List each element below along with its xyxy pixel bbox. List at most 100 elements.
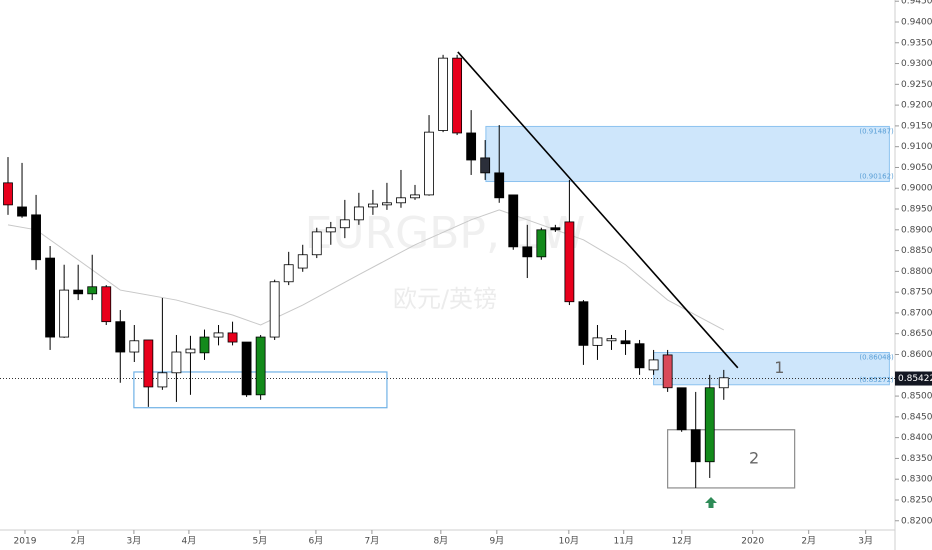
arrow-up [705, 497, 717, 508]
zone [485, 125, 890, 183]
x-tick-label: 8月 [433, 536, 448, 547]
candle-body [31, 214, 41, 261]
x-tick-label: 7月 [365, 536, 380, 547]
candle-body [382, 202, 392, 206]
candle-body [325, 227, 336, 233]
zone [653, 352, 890, 386]
candle-body [592, 337, 603, 346]
candle-body [269, 281, 280, 338]
candle-body [718, 377, 729, 389]
candle-body [704, 387, 715, 463]
x-tick-label: 11月 [613, 536, 633, 547]
last-price-label: 0.85422 [898, 374, 932, 384]
candle-body [255, 336, 266, 396]
candle-body [185, 348, 196, 354]
candle-body [634, 343, 645, 369]
x-tick-label: 3月 [127, 536, 142, 547]
candle-body [339, 219, 350, 229]
x-tick-label: 2月 [801, 536, 816, 547]
candle-body [424, 131, 434, 196]
zone-top-label: (0.86048) [859, 354, 894, 362]
candle-body [648, 359, 659, 371]
candle-body [157, 372, 168, 388]
candle-body [452, 57, 463, 134]
x-tick-label: 2019 [14, 537, 37, 547]
candle-body [17, 206, 27, 217]
candle-body [241, 341, 252, 396]
moving-average [7, 209, 725, 331]
candle-body [550, 227, 561, 231]
last-price-box [895, 371, 932, 386]
candle-body [3, 182, 13, 206]
x-tick-label: 12月 [672, 536, 692, 547]
x-tick-label: 9月 [489, 536, 504, 547]
candle-body [199, 336, 210, 354]
x-tick-label: 2月 [71, 536, 86, 547]
candle-body [480, 157, 491, 174]
candle-body [115, 321, 126, 353]
candle-body [676, 387, 687, 431]
candle-body [227, 332, 238, 343]
candle-body [213, 332, 224, 338]
candle-body [143, 339, 154, 388]
candle-body [73, 289, 84, 295]
candle-body [297, 254, 308, 269]
candle-body [353, 206, 364, 221]
candle-body [87, 286, 98, 295]
candle-body [508, 194, 519, 248]
candle-body [662, 354, 673, 389]
candle-body [564, 221, 575, 303]
x-tick-label: 4月 [182, 536, 197, 547]
candle-body [45, 257, 56, 338]
x-tick-label: 10月 [559, 536, 579, 547]
box [667, 429, 796, 489]
zone-bottom-label: (0.90162) [859, 173, 894, 181]
candle-body [466, 132, 477, 161]
x-tick-label: 6月 [309, 536, 324, 547]
x-tick-label: 2020 [741, 537, 764, 547]
candle-body [494, 172, 505, 199]
y-tick-label: 0.94500 [901, 0, 932, 7]
trendline [457, 51, 739, 369]
candle-body [283, 264, 294, 283]
candle-body [59, 289, 70, 338]
candle-body [129, 340, 140, 353]
candle-body [522, 246, 533, 258]
candle-body [690, 429, 701, 463]
x-tick-label: 5月 [253, 536, 268, 547]
box-name: 2 [749, 448, 759, 467]
x-tick-label: 3月 [858, 536, 873, 547]
candle-body [606, 338, 617, 342]
candle-body [311, 231, 322, 256]
zone-bottom-label: (0.85272) [859, 376, 894, 384]
zone-top-label: (0.91487) [859, 127, 894, 135]
watermark-subtitle: 欧元/英镑 [393, 285, 497, 313]
candle-body [396, 197, 406, 204]
candle-body [620, 340, 631, 345]
candle-body [171, 351, 182, 374]
